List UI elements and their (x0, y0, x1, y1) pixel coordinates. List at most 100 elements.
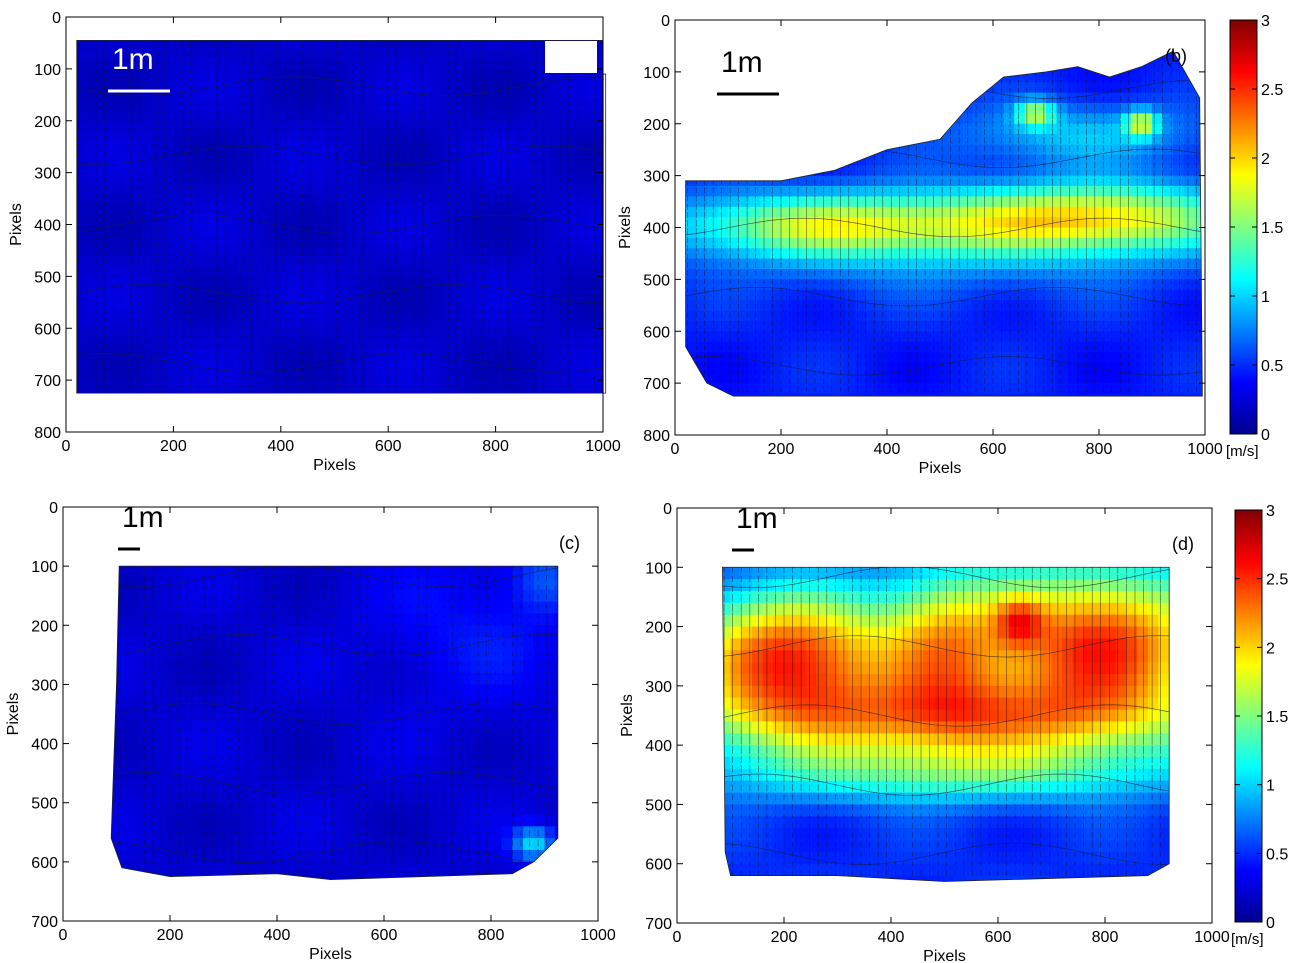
y-tick-label: 200 (31, 618, 58, 635)
x-axis-label: Pixels (309, 946, 352, 963)
colorbar-tick-label: 2 (1261, 151, 1270, 168)
y-tick-label: 700 (34, 373, 61, 390)
panel-label: (d) (1172, 534, 1194, 554)
y-tick-label: 400 (643, 221, 670, 238)
y-tick-label: 100 (31, 559, 58, 576)
y-tick-label: 600 (645, 857, 672, 874)
colorbar-tick-label: 3 (1266, 503, 1275, 520)
panel-d: 0 200 400 600 800 1000 0 100 200 300 400 500 600 700 P… (619, 501, 1230, 963)
y-axis-label: Pixels (619, 694, 636, 737)
y-tick-label: 500 (34, 269, 61, 286)
x-tick-label: 600 (985, 929, 1012, 946)
x-tick-label: 0 (62, 438, 71, 455)
x-tick-label: 400 (874, 441, 901, 458)
y-tick-label: 500 (643, 272, 670, 289)
panel-label: (c) (559, 533, 580, 553)
colorbar-tick-label: 1 (1266, 778, 1275, 795)
y-tick-label: 500 (645, 797, 672, 814)
x-tick-label: 800 (1086, 441, 1113, 458)
y-tick-label: 600 (31, 855, 58, 872)
x-tick-label: 200 (157, 927, 184, 944)
x-tick-label: 600 (375, 438, 402, 455)
y-tick-label: 400 (34, 218, 61, 235)
y-tick-label: 0 (52, 10, 61, 27)
y-tick-label: 600 (643, 324, 670, 341)
y-tick-label: 0 (661, 13, 670, 30)
colorbar-tick-label: 1 (1261, 289, 1270, 306)
x-tick-label: 200 (768, 441, 795, 458)
x-tick-label: 0 (671, 441, 680, 458)
colorbar-tick-label: 2.5 (1266, 572, 1288, 589)
speed-field (76, 40, 604, 394)
y-tick-label: 400 (645, 738, 672, 755)
speed-field (111, 566, 558, 880)
y-tick-label: 600 (34, 321, 61, 338)
y-tick-label: 300 (643, 169, 670, 186)
x-axis-label: Pixels (923, 948, 966, 963)
speed-field (685, 51, 1203, 397)
x-tick-label: 800 (478, 927, 505, 944)
y-tick-label: 500 (31, 796, 58, 813)
colorbar-tick-label: 0 (1266, 915, 1275, 932)
colorbar-tick-label: 3 (1261, 13, 1270, 30)
x-tick-label: 1000 (1194, 929, 1230, 946)
velocity-vectors (722, 567, 1170, 882)
y-tick-label: 200 (645, 620, 672, 637)
y-tick-label: 100 (645, 560, 672, 577)
colorbar-tick-label: 1.5 (1266, 709, 1288, 726)
y-tick-label: 100 (643, 65, 670, 82)
scale-label: 1m (112, 43, 154, 76)
y-tick-label: 200 (643, 117, 670, 134)
x-tick-label: 0 (673, 929, 682, 946)
colorbar-tick-label: 2.5 (1261, 82, 1283, 99)
x-tick-label: 600 (371, 927, 398, 944)
y-axis-label: Pixels (617, 206, 634, 249)
y-tick-label: 700 (645, 916, 672, 933)
axes-box (62, 506, 599, 922)
colorbar-tick-label: 1.5 (1261, 220, 1283, 237)
y-tick-label: 300 (31, 677, 58, 694)
scale-label: 1m (721, 46, 763, 79)
x-tick-label: 200 (160, 438, 187, 455)
y-tick-label: 200 (34, 114, 61, 131)
colorbar-tick-label: 0.5 (1261, 358, 1283, 375)
panel-b: 0 200 400 600 800 1000 0 100 200 300 400 500 600 700 8… (617, 13, 1223, 477)
y-tick-label: 300 (645, 679, 672, 696)
x-axis-label: Pixels (313, 457, 356, 474)
y-tick-label: 400 (31, 737, 58, 754)
y-tick-label: 800 (643, 428, 670, 445)
x-tick-label: 600 (980, 441, 1007, 458)
colorbar: 3 2.5 2 1.5 1 0.5 0[m/s] (1231, 503, 1288, 948)
x-tick-label: 800 (1092, 929, 1119, 946)
panel-a: 0 200 400 600 800 1000 0 100 200 300 400 500 600 700 8… (8, 10, 621, 474)
y-axis-label: Pixels (8, 203, 25, 246)
x-tick-label: 400 (264, 927, 291, 944)
colorbar-unit-label: [m/s] (1226, 443, 1259, 460)
y-tick-label: 0 (49, 500, 58, 517)
panel-label: (b) (1165, 46, 1187, 66)
y-tick-label: 700 (31, 914, 58, 931)
x-tick-label: 400 (878, 929, 905, 946)
y-tick-label: 700 (643, 376, 670, 393)
x-tick-label: 1000 (580, 927, 616, 944)
velocity-vectors (76, 40, 595, 394)
colorbar-tick-label: 2 (1266, 640, 1275, 657)
velocity-vectors (111, 566, 558, 880)
x-tick-label: 1000 (585, 438, 621, 455)
x-tick-label: 800 (482, 438, 509, 455)
y-tick-label: 0 (663, 501, 672, 518)
colorbar: 3 2.5 2 1.5 1 0.5 0[m/s] (1226, 13, 1283, 460)
colorbar-unit-label: [m/s] (1231, 931, 1264, 948)
y-tick-label: 800 (34, 425, 61, 442)
y-axis-label: Pixels (5, 693, 22, 736)
x-tick-label: 200 (771, 929, 798, 946)
y-tick-label: 300 (34, 166, 61, 183)
panel-c: 0 200 400 600 800 1000 0 100 200 300 400 500 600 700 P… (5, 500, 616, 963)
x-tick-label: 1000 (1187, 441, 1223, 458)
y-tick-label: 100 (34, 62, 61, 79)
colorbar-tick-label: 0 (1261, 427, 1270, 444)
velocity-vectors (685, 51, 1197, 397)
colorbar-tick-label: 0.5 (1266, 846, 1288, 863)
x-axis-label: Pixels (919, 460, 962, 477)
